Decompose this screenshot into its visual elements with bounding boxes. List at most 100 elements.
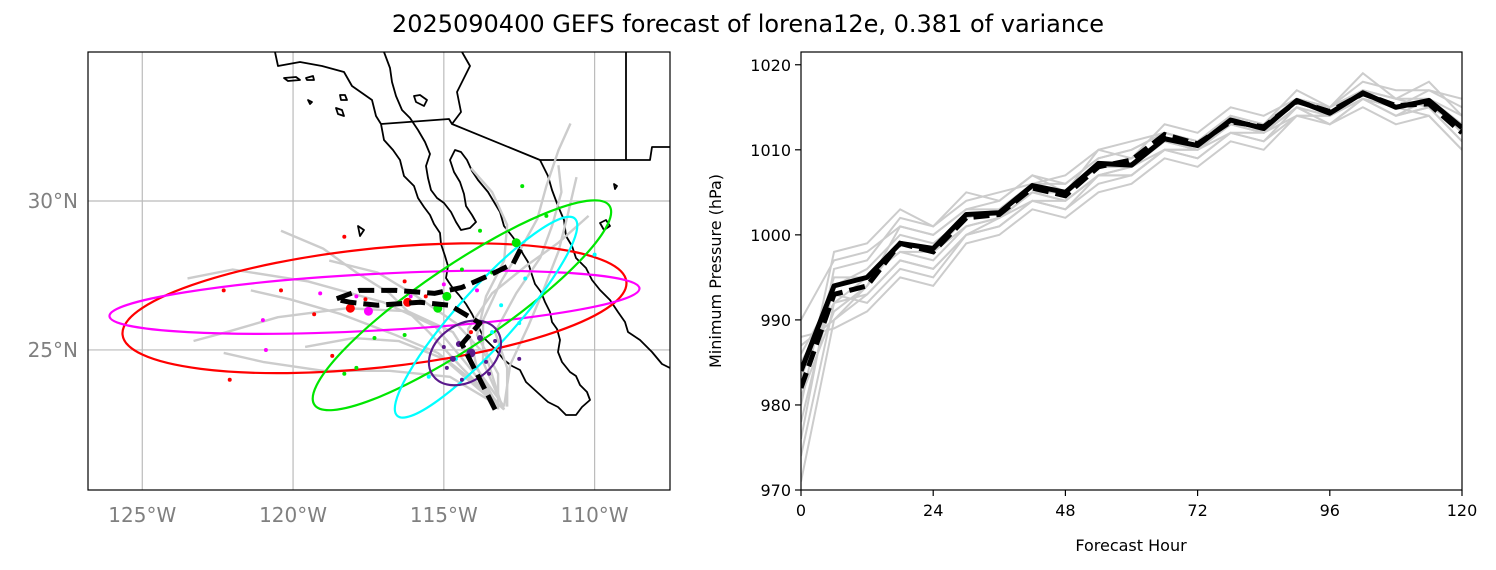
figure-title: 2025090400 GEFS forecast of lorena12e, 0… (391, 10, 1105, 38)
member-position-dot (263, 347, 268, 352)
spread-ellipse (393, 215, 579, 419)
member-position-dot (592, 252, 597, 257)
member-position-dot (493, 339, 498, 344)
y-tick-label: 1020 (750, 56, 791, 75)
track-map-panel: 125°W 120°W 115°W 110°W 30°N 25°N (28, 51, 671, 527)
pressure-axis-ticks: 0 24 48 72 96 120 970 980 990 1000 1010 1020 (750, 56, 1477, 520)
member-position-dot (260, 318, 265, 323)
member-position-dot (490, 330, 495, 335)
member-position-dot (402, 333, 407, 338)
member-position-dot (408, 294, 413, 299)
mean-pressure-series (801, 90, 1462, 389)
member-position-dot (342, 371, 347, 376)
member-position-dot (441, 282, 446, 287)
member-positions (221, 184, 597, 382)
member-position-dot (444, 365, 449, 370)
y-tick-label: 980 (760, 396, 791, 415)
lat-tick-label: 30°N (28, 189, 78, 213)
member-position-dot (459, 267, 464, 272)
member-position-dot (426, 374, 431, 379)
member-position-dot (354, 365, 359, 370)
spread-ellipses (108, 199, 641, 419)
y-axis-label: Minimum Pressure (hPa) (706, 174, 725, 368)
island-1 (283, 76, 301, 82)
x-tick-label: 72 (1187, 501, 1207, 520)
member-position-dot (423, 294, 428, 299)
island-6 (413, 94, 428, 107)
spread-ellipse (121, 242, 628, 375)
ensemble-track (187, 268, 500, 405)
x-tick-label: 48 (1055, 501, 1075, 520)
ensemble-track (304, 336, 493, 402)
ensemble-pressure-line (801, 106, 1462, 338)
lon-tick-label: 125°W (108, 503, 176, 527)
ensemble-track (470, 167, 509, 410)
member-position-dot (330, 353, 335, 358)
member-position-dot (475, 288, 480, 293)
member-position-dot (221, 288, 226, 293)
mean-pressure-line (801, 90, 1462, 372)
ensemble-pressure-line (801, 97, 1462, 347)
lon-tick-label: 120°W (259, 503, 327, 527)
island-9 (613, 183, 618, 190)
ensemble-pressure-line (801, 97, 1462, 363)
lat-tick-label: 25°N (28, 338, 78, 362)
ensemble-pressure-line (801, 89, 1462, 406)
y-tick-label: 1010 (750, 141, 791, 160)
member-position-dot (520, 184, 525, 189)
member-position-dot (278, 288, 283, 293)
member-position-dot (227, 377, 232, 382)
member-position-dot (312, 312, 317, 317)
y-tick-label: 990 (760, 311, 791, 330)
spread-ellipse (108, 269, 641, 335)
member-position-dot (442, 291, 452, 301)
member-position-dot (477, 335, 484, 342)
member-position-dot (478, 228, 483, 233)
baja-coast-pacific (274, 52, 591, 416)
member-position-dot (345, 303, 355, 313)
member-position-dot (372, 336, 377, 341)
mean-track (332, 244, 525, 411)
member-position-dot (484, 359, 489, 364)
island-2 (305, 75, 315, 81)
ensemble-pressure-line (801, 89, 1462, 321)
island-3 (339, 94, 348, 101)
member-position-dot (517, 321, 522, 326)
map-frame (87, 51, 671, 491)
us-mexico-border (380, 52, 670, 161)
mainland-mexico-coast (451, 52, 670, 369)
member-position-dot (544, 213, 549, 218)
member-position-dot (318, 291, 323, 296)
median-pressure-line (801, 90, 1462, 389)
member-position-dot (363, 297, 368, 302)
spread-ellipse (427, 319, 503, 387)
member-position-dot (499, 303, 504, 308)
island-7 (357, 225, 365, 237)
lon-tick-label: 115°W (410, 503, 478, 527)
member-position-dot (459, 377, 464, 382)
island-4 (335, 107, 345, 117)
pressure-chart-panel: 0 24 48 72 96 120 970 980 990 1000 1010 1020 Foreca… (706, 51, 1477, 555)
x-tick-label: 96 (1320, 501, 1340, 520)
member-position-dot (487, 371, 492, 376)
y-tick-label: 970 (760, 481, 791, 500)
x-axis-label: Forecast Hour (1075, 536, 1187, 555)
mean-track-line (332, 244, 525, 411)
island-5 (307, 99, 313, 105)
member-position-dot (402, 279, 407, 284)
ensemble-pressure-lines (801, 71, 1462, 482)
y-tick-label: 1000 (750, 226, 791, 245)
map-gridlines (88, 52, 670, 490)
member-position-dot (468, 330, 473, 335)
ensemble-track (493, 165, 563, 407)
island-8 (599, 219, 611, 231)
spread-ellipse (311, 199, 613, 412)
member-position-dot (354, 294, 359, 299)
member-position-dot (441, 344, 446, 349)
member-position-dot (449, 355, 456, 362)
x-tick-label: 0 (796, 501, 806, 520)
ensemble-track (280, 229, 502, 408)
x-tick-label: 24 (923, 501, 943, 520)
member-position-dot (511, 238, 521, 248)
